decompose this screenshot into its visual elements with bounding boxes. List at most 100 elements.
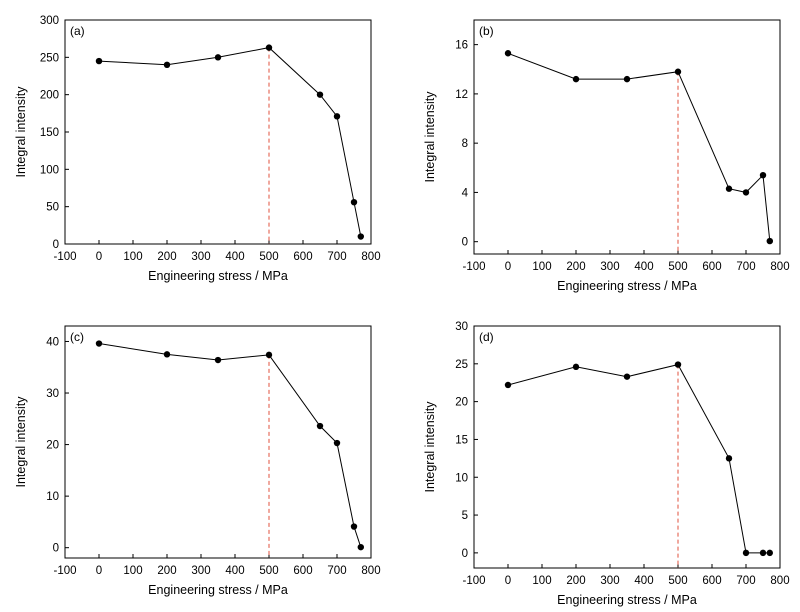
- x-tick-label: 700: [327, 565, 346, 577]
- x-tick-label: 200: [566, 261, 585, 273]
- x-tick-label: 100: [123, 565, 142, 577]
- x-tick-label: 0: [96, 565, 102, 577]
- y-tick-label: 0: [53, 239, 59, 251]
- y-tick-label: 0: [462, 548, 468, 560]
- x-tick-label: 500: [259, 251, 278, 263]
- series-line: [98, 343, 362, 548]
- x-tick-label: 400: [634, 261, 653, 273]
- data-point: [163, 351, 171, 358]
- y-tick-label: 15: [455, 434, 468, 446]
- x-tick-label: 600: [702, 261, 721, 273]
- series-line: [507, 52, 771, 242]
- x-tick-label: -100: [53, 251, 76, 263]
- data-point: [572, 363, 580, 371]
- x-tick-label: 400: [225, 565, 244, 577]
- x-tick-label: 300: [191, 565, 210, 577]
- plot-frame: [473, 325, 781, 569]
- y-tick-label: 25: [455, 359, 468, 371]
- x-tick-label: 800: [361, 565, 380, 577]
- panel-label: (a): [70, 24, 85, 38]
- y-axis-title: Integral intensity: [14, 86, 28, 178]
- y-axis-title: Integral intensity: [423, 91, 437, 183]
- x-tick-label: 600: [293, 565, 312, 577]
- data-point: [214, 54, 222, 61]
- plot-frame: [473, 19, 781, 255]
- series-line: [98, 47, 362, 237]
- data-point: [725, 455, 733, 462]
- x-tick-label: 800: [770, 261, 789, 273]
- y-tick-label: 250: [40, 52, 59, 64]
- x-tick-label: 200: [157, 565, 176, 577]
- data-point: [316, 422, 324, 430]
- data-point: [725, 185, 733, 192]
- y-axis-title: Integral intensity: [423, 401, 437, 493]
- x-tick-label: 300: [600, 575, 619, 587]
- y-tick-label: 30: [455, 321, 468, 333]
- x-tick-label: 400: [634, 575, 653, 587]
- y-tick-label: 30: [46, 388, 59, 400]
- data-point: [623, 75, 631, 83]
- data-point: [623, 373, 631, 380]
- data-point: [766, 237, 773, 245]
- x-tick-label: 100: [123, 251, 142, 263]
- data-point: [357, 543, 364, 551]
- y-tick-label: 8: [462, 138, 468, 150]
- y-tick-label: 12: [455, 89, 468, 101]
- x-tick-label: 300: [600, 261, 619, 273]
- x-tick-label: 700: [736, 575, 755, 587]
- x-tick-label: 300: [191, 251, 210, 263]
- x-tick-label: 800: [770, 575, 789, 587]
- x-tick-label: 0: [96, 251, 102, 263]
- data-point: [759, 171, 767, 179]
- x-tick-label: 0: [505, 261, 511, 273]
- data-point: [504, 50, 512, 57]
- y-tick-label: 150: [40, 127, 59, 139]
- x-tick-label: 100: [532, 575, 551, 587]
- y-axis-title: Integral intensity: [14, 396, 28, 488]
- data-point: [572, 75, 580, 83]
- chart-panel-a: -100 0 100 200 300 400 500 600 700 80005010015020…: [14, 15, 381, 283]
- y-tick-label: 4: [462, 187, 469, 199]
- y-tick-label: 100: [40, 164, 59, 176]
- x-tick-label: 700: [327, 251, 346, 263]
- y-tick-label: 0: [462, 237, 468, 249]
- x-tick-label: 700: [736, 261, 755, 273]
- x-tick-label: 200: [566, 575, 585, 587]
- data-point: [95, 340, 103, 347]
- x-tick-label: 400: [225, 251, 244, 263]
- data-point: [333, 439, 341, 447]
- panel-label: (c): [70, 330, 84, 344]
- data-point: [350, 523, 358, 530]
- x-tick-label: 500: [259, 565, 278, 577]
- y-tick-label: 200: [40, 90, 59, 102]
- x-axis-title: Engineering stress / MPa: [557, 593, 697, 607]
- data-point: [504, 381, 512, 389]
- data-point: [333, 113, 341, 120]
- x-axis-title: Engineering stress / MPa: [148, 583, 288, 597]
- y-tick-label: 50: [46, 202, 59, 214]
- y-tick-label: 20: [455, 397, 468, 409]
- panel-label: (d): [479, 330, 494, 344]
- x-tick-label: 600: [293, 251, 312, 263]
- chart-panel-c: -100 0 100 200 300 400 500 600 700 800 0 10 20 30 40 En…: [14, 325, 381, 597]
- x-tick-label: -100: [462, 261, 485, 273]
- y-tick-label: 5: [462, 510, 468, 522]
- data-point: [766, 549, 773, 557]
- panel-label: (b): [479, 24, 494, 38]
- data-point: [742, 189, 750, 196]
- x-tick-label: -100: [53, 565, 76, 577]
- data-point: [265, 44, 273, 51]
- chart-panel-d: -100 0 100 200 300 400 500 600 700 800 0 5 10 15 20 25 3…: [423, 321, 790, 607]
- data-point: [674, 361, 682, 368]
- x-tick-label: 0: [505, 575, 511, 587]
- x-tick-label: 100: [532, 261, 551, 273]
- plot-frame: [64, 325, 372, 559]
- x-axis-title: Engineering stress / MPa: [148, 269, 288, 283]
- chart-panel-b: -100 0 100 200 300 400 500 600 700 800 0 4 8 12 16 Engi…: [423, 19, 790, 293]
- x-tick-label: 500: [668, 575, 687, 587]
- plot-frame: [64, 19, 372, 245]
- data-point: [163, 61, 171, 68]
- y-tick-label: 10: [455, 472, 468, 484]
- y-tick-label: 16: [455, 40, 468, 52]
